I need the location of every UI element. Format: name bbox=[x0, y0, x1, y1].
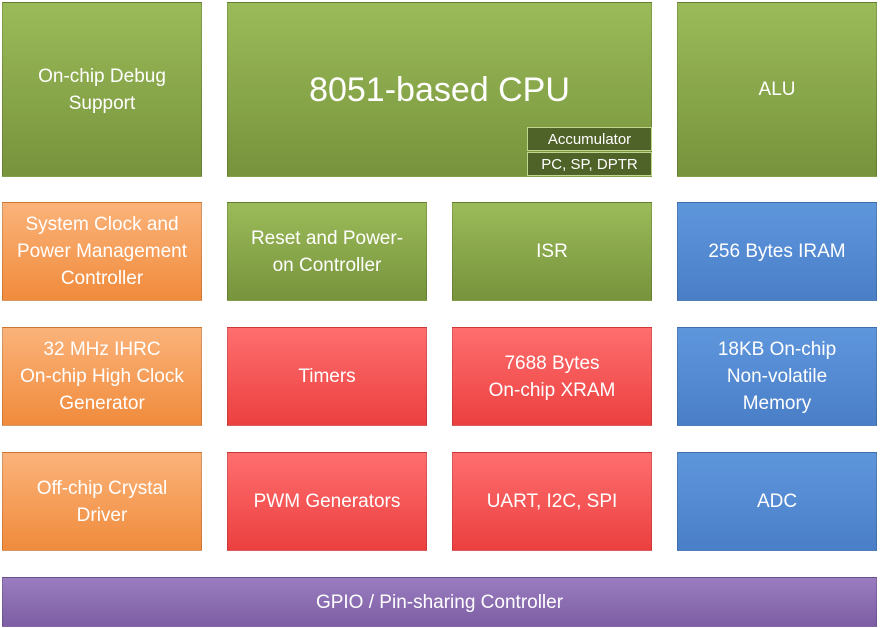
block: System Clock and Power Management Controll… bbox=[2, 202, 202, 301]
block-label: ALU bbox=[758, 79, 796, 100]
block-label: PWM Generators bbox=[253, 491, 401, 512]
block: ISR bbox=[452, 202, 652, 301]
block: PWM Generators bbox=[227, 452, 427, 551]
block: UART, I2C, SPI bbox=[452, 452, 652, 551]
block-label: Driver bbox=[76, 504, 128, 526]
block-label: GPIO / Pin-sharing Controller bbox=[315, 591, 564, 613]
block-label: Controller bbox=[60, 268, 144, 289]
block: 7688 Bytes On-chip XRAM bbox=[452, 327, 652, 426]
block-label: Support bbox=[68, 92, 136, 114]
block: ADC bbox=[677, 452, 877, 551]
block: 256 Bytes IRAM bbox=[677, 202, 877, 301]
block-label: 18KB On-chip bbox=[717, 339, 837, 360]
block-label: on Controller bbox=[272, 254, 382, 276]
block: Off-chip Crystal Driver bbox=[2, 452, 202, 551]
block-label: 32 MHz IHRC bbox=[43, 339, 161, 360]
block: 18KB On-chip Non-volatile Memory bbox=[677, 327, 877, 426]
block-label: 256 Bytes IRAM bbox=[708, 241, 846, 262]
block-label: 8051-based CPU bbox=[309, 70, 570, 109]
cpu-block: 8051-based CPU bbox=[227, 2, 652, 177]
block-label: On-chip XRAM bbox=[488, 379, 616, 401]
block: On-chip Debug Support bbox=[2, 2, 202, 177]
block-label: 7688 Bytes bbox=[504, 352, 600, 374]
block: GPIO / Pin-sharing Controller bbox=[2, 577, 877, 627]
block: Timers bbox=[227, 327, 427, 426]
block-label: On-chip Debug bbox=[38, 65, 166, 87]
block-label: On-chip High Clock bbox=[20, 366, 184, 387]
block-label: Generator bbox=[59, 393, 145, 414]
block-label: Timers bbox=[298, 366, 356, 387]
block: Reset and Power-on Controller bbox=[227, 202, 427, 301]
block-label: Memory bbox=[742, 393, 812, 414]
block-label: ISR bbox=[536, 241, 568, 262]
block-label: UART, I2C, SPI bbox=[486, 491, 618, 512]
block-label: Off-chip Crystal bbox=[36, 477, 168, 499]
register-label: PC, SP, DPTR bbox=[527, 152, 652, 176]
block-label: ADC bbox=[756, 491, 798, 512]
block-label: Non-volatile bbox=[726, 366, 828, 387]
block-label: Power Management bbox=[16, 241, 188, 262]
block: 32 MHz IHRC On-chip High Clock Generator bbox=[2, 327, 202, 426]
block: ALU bbox=[677, 2, 877, 177]
block-label: System Clock and bbox=[25, 214, 179, 235]
register-label: Accumulator bbox=[527, 127, 652, 151]
block-label: Reset and Power- bbox=[250, 227, 404, 249]
